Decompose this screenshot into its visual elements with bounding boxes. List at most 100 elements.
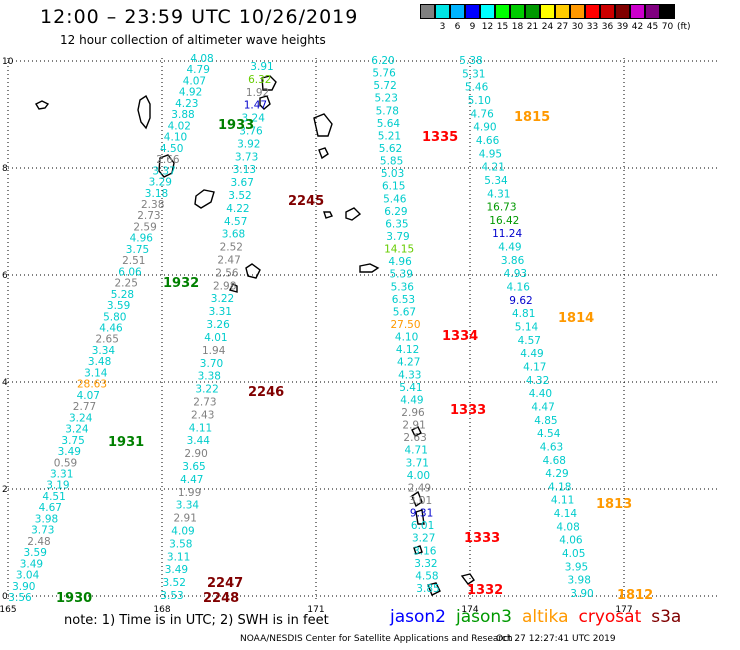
wave-height-value: 4.79 <box>187 64 210 76</box>
wave-height-value: 4.58 <box>415 570 438 582</box>
wave-height-value: 1.92 <box>246 87 269 99</box>
wave-height-value: 3.59 <box>24 547 47 559</box>
legend-color-box <box>450 4 465 19</box>
legend-color-box <box>585 4 600 19</box>
legend-label: 39 <box>616 22 629 32</box>
wave-height-value: 4.68 <box>543 455 566 467</box>
island <box>245 263 261 279</box>
wave-height-value: 3.29 <box>149 177 172 189</box>
wave-height-value: 4.90 <box>473 122 496 134</box>
legend-color-box <box>540 4 555 19</box>
island <box>35 100 50 110</box>
island <box>261 75 277 91</box>
wave-height-value: 5.46 <box>465 82 489 94</box>
wave-height-value: 4.54 <box>537 428 561 440</box>
wave-height-value: 4.18 <box>548 481 571 493</box>
legend-color-box <box>570 4 585 19</box>
legend-label: 33 <box>586 22 599 32</box>
legend-label: 27 <box>556 22 569 32</box>
wave-height-value: 5.41 <box>399 382 422 394</box>
wave-height-value: 3.14 <box>84 367 108 379</box>
pass-time-label: 1930 <box>56 591 92 606</box>
wave-height-value: 4.11 <box>551 495 574 507</box>
wave-height-value: 2.43 <box>191 409 214 421</box>
wave-height-value: 3.49 <box>20 558 43 570</box>
wave-height-value: 3.71 <box>406 457 429 469</box>
x-tick-label: 177 <box>615 605 632 615</box>
legend-label: 3 <box>439 22 446 32</box>
wave-height-value: 4.29 <box>545 468 568 480</box>
legend-swatch <box>420 4 435 32</box>
legend-swatch: 9 <box>465 4 480 32</box>
wave-height-value: 3.76 <box>239 126 263 138</box>
pass-time-label: 2245 <box>288 194 324 209</box>
legend-color-box <box>555 4 570 19</box>
x-tick-label: 171 <box>307 605 324 615</box>
wave-height-value: 3.75 <box>61 435 84 447</box>
legend-label: 42 <box>631 22 644 32</box>
wave-height-value: 4.21 <box>482 162 505 174</box>
wave-height-value: 4.57 <box>224 216 247 228</box>
wave-height-value: 3.04 <box>16 570 40 582</box>
wave-height-value: 2.65 <box>96 334 119 346</box>
wave-height-value: 5.62 <box>379 143 402 155</box>
wave-height-value: 4.47 <box>180 474 203 486</box>
wave-height-value: 4.76 <box>470 108 494 120</box>
wave-height-value: 3.59 <box>107 300 130 312</box>
wave-height-value: 3.22 <box>195 384 218 396</box>
wave-height-value: 4.33 <box>398 369 421 381</box>
wave-height-value: 3.31 <box>50 469 73 481</box>
legend-label: 36 <box>601 22 614 32</box>
wave-height-value: 3.52 <box>163 577 186 589</box>
legend-label: 18 <box>511 22 524 32</box>
wave-height-value: 4.49 <box>520 348 543 360</box>
wave-height-value: 2.25 <box>115 278 138 290</box>
wave-height-value: 5.46 <box>383 193 407 205</box>
wave-height-value: 28.63 <box>77 379 107 391</box>
wave-height-value: 3.19 <box>46 480 69 492</box>
wave-height-value: 4.46 <box>99 323 123 335</box>
wave-height-value: 4.95 <box>479 148 502 160</box>
legend-color-box <box>645 4 660 19</box>
legend-color-box <box>525 4 540 19</box>
wave-height-value: 5.38 <box>459 55 482 67</box>
wave-height-value: 3.32 <box>414 558 437 570</box>
wave-height-value: 11.24 <box>492 228 522 240</box>
legend-swatch: 12 <box>480 4 495 32</box>
legend-color-box <box>615 4 630 19</box>
wave-height-value: 4.31 <box>487 188 510 200</box>
pass-time-label: 1333 <box>450 403 486 418</box>
legend-label: 15 <box>496 22 509 32</box>
wave-height-value: 4.32 <box>526 375 549 387</box>
page-title: 12:00 – 23:59 UTC 10/26/2019 <box>40 6 359 28</box>
wave-height-value: 5.21 <box>378 130 401 142</box>
wave-height-value: 4.57 <box>518 335 541 347</box>
wave-height-value: 4.67 <box>39 502 62 514</box>
satellite-legend: jason2 jason3 altika cryosat s3a <box>390 607 681 627</box>
wave-height-value: 4.16 <box>507 282 531 294</box>
wave-height-value: 4.14 <box>554 508 578 520</box>
legend-swatch: 18 <box>510 4 525 32</box>
legend-swatch: 30 <box>570 4 585 32</box>
wave-height-value: 4.05 <box>562 548 585 560</box>
wave-height-value: 3.68 <box>222 229 245 241</box>
wave-height-value: 2.98 <box>213 280 236 292</box>
legend-unit: (ft) <box>677 22 691 32</box>
wave-height-value: 5.80 <box>103 311 126 323</box>
wave-height-value: 2.49 <box>408 482 431 494</box>
x-tick-label: 165 <box>0 605 17 615</box>
pass-time-label: 1812 <box>617 588 653 603</box>
wave-height-value: 5.78 <box>376 105 399 117</box>
legend-swatch: 70 <box>660 4 675 32</box>
legend-color-box <box>465 4 480 19</box>
wave-height-value: 4.23 <box>175 98 198 110</box>
pass-time-label: 1813 <box>596 497 632 512</box>
island <box>427 582 441 596</box>
wave-height-value: 2.73 <box>193 397 216 409</box>
legend-swatch: 6 <box>450 4 465 32</box>
wave-height-value: 6.32 <box>248 74 271 86</box>
pass-time-label: 1815 <box>514 110 550 125</box>
island <box>158 154 175 178</box>
island <box>359 263 380 273</box>
